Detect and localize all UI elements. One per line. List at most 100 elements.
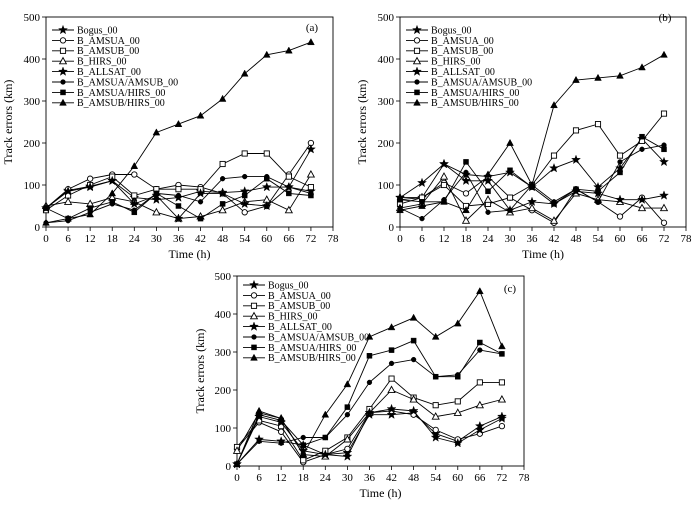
x-tick-label: 18 bbox=[107, 233, 119, 245]
legend-item-bogus-00: Bogus_00 bbox=[406, 24, 472, 36]
data-point-b-amsua-amsub-00 bbox=[595, 199, 601, 205]
data-point-b-amsub-00 bbox=[660, 110, 668, 117]
legend-marker bbox=[59, 37, 67, 44]
data-point-b-hirs-00 bbox=[343, 434, 352, 443]
x-tick-label: 36 bbox=[527, 233, 539, 245]
data-point-b-hirs-00 bbox=[637, 203, 647, 212]
data-point-b-amsub-hirs-00 bbox=[418, 201, 426, 209]
data-point-b-hirs-00 bbox=[409, 394, 418, 403]
y-axis-label: Track errors (km) bbox=[193, 329, 207, 414]
x-tick-label: 12 bbox=[439, 233, 450, 245]
data-point-b-hirs-00 bbox=[232, 446, 242, 454]
data-point-b-amsua-hirs-00 bbox=[410, 337, 417, 344]
data-point-b-amsub-00 bbox=[440, 181, 448, 189]
data-point-b-amsub-hirs-00 bbox=[42, 218, 50, 226]
x-tick-label: 30 bbox=[342, 472, 354, 484]
series-line-b-amsua-00 bbox=[236, 410, 503, 463]
data-point-b-amsub-00 bbox=[263, 150, 270, 157]
data-point-b-amsub-00 bbox=[300, 457, 307, 464]
x-tick-label: 72 bbox=[496, 472, 507, 484]
data-point-b-allsat-00 bbox=[637, 194, 647, 204]
data-point-bogus-00 bbox=[549, 163, 559, 173]
data-point-b-allsat-00 bbox=[305, 144, 316, 154]
data-point-b-amsua-amsub-00 bbox=[175, 192, 182, 199]
data-point-b-amsub-hirs-00 bbox=[277, 414, 285, 422]
data-point-b-amsua-hirs-00 bbox=[397, 196, 403, 203]
data-point-b-allsat-00 bbox=[85, 181, 96, 192]
legend-label: B_AMSUB_00 bbox=[77, 46, 139, 57]
data-point-bogus-00 bbox=[571, 154, 581, 164]
data-point-b-hirs-00 bbox=[497, 394, 507, 403]
x-tick-label: 42 bbox=[386, 472, 397, 484]
data-point-b-amsua-amsub-00 bbox=[617, 159, 623, 165]
data-point-b-amsub-hirs-00 bbox=[660, 50, 668, 58]
data-point-b-amsub-hirs-00 bbox=[108, 189, 117, 197]
data-point-b-allsat-00 bbox=[217, 188, 228, 198]
data-point-b-amsua-amsub-00 bbox=[639, 146, 645, 152]
data-point-b-amsua-00 bbox=[660, 219, 668, 226]
data-point-b-amsub-00 bbox=[219, 160, 226, 168]
data-point-b-amsub-00 bbox=[550, 152, 558, 159]
data-point-b-amsua-amsub-00 bbox=[197, 199, 204, 205]
series-b-hirs-00 bbox=[232, 385, 507, 460]
data-point-b-hirs-00 bbox=[483, 195, 493, 203]
legend-item-b-amsua-hirs-00: B_AMSUA/HIRS_00 bbox=[406, 88, 519, 99]
data-point-b-amsub-00 bbox=[476, 379, 483, 386]
data-point-b-allsat-00 bbox=[386, 403, 397, 414]
legend-label: B_AMSUA_00 bbox=[268, 291, 331, 302]
data-point-b-amsua-hirs-00 bbox=[485, 188, 491, 195]
legend-marker bbox=[414, 79, 420, 85]
data-point-b-amsub-00 bbox=[175, 186, 182, 193]
x-tick-label: 48 bbox=[408, 472, 420, 484]
legend-label: Bogus_00 bbox=[77, 25, 118, 36]
data-point-b-amsub-hirs-00 bbox=[299, 450, 308, 458]
data-point-b-amsua-hirs-00 bbox=[507, 167, 513, 174]
x-tick-label: 30 bbox=[151, 233, 163, 245]
legend-label: B_AMSUB_00 bbox=[431, 46, 493, 57]
x-tick-label: 72 bbox=[305, 233, 316, 245]
x-tick-label: 78 bbox=[681, 233, 693, 245]
data-point-b-hirs-00 bbox=[284, 205, 294, 214]
data-point-b-amsua-00 bbox=[616, 213, 624, 220]
x-tick-label: 60 bbox=[452, 472, 464, 484]
data-point-b-amsub-hirs-00 bbox=[196, 111, 205, 119]
legend-item-b-allsat-00: B_ALLSAT_00 bbox=[243, 321, 332, 333]
legend-item-b-amsua-00: B_AMSUA_00 bbox=[406, 36, 494, 47]
legend-item-b-amsua-amsub-00: B_AMSUA/AMSUB_00 bbox=[52, 77, 178, 88]
data-point-b-amsua-amsub-00 bbox=[388, 360, 395, 367]
data-point-b-amsua-00 bbox=[131, 171, 138, 178]
legend-label: B_ALLSAT_00 bbox=[431, 67, 495, 78]
data-point-b-amsub-hirs-00 bbox=[506, 138, 514, 146]
x-axis-label: Time (h) bbox=[360, 486, 402, 500]
series-bogus-00 bbox=[232, 407, 507, 469]
x-tick-label: 0 bbox=[234, 472, 240, 484]
data-point-b-allsat-00 bbox=[239, 198, 250, 209]
data-point-b-allsat-00 bbox=[659, 190, 669, 200]
data-point-b-amsua-hirs-00 bbox=[499, 351, 505, 357]
data-point-b-amsua-hirs-00 bbox=[264, 175, 270, 182]
series-b-amsua-hirs-00 bbox=[397, 133, 667, 207]
y-tick-label: 300 bbox=[24, 96, 41, 108]
y-tick-label: 100 bbox=[378, 180, 395, 192]
data-point-b-amsua-hirs-00 bbox=[109, 199, 115, 205]
data-point-b-amsub-hirs-00 bbox=[594, 73, 602, 81]
y-tick-label: 0 bbox=[35, 222, 41, 234]
y-tick-label: 300 bbox=[215, 347, 232, 359]
y-tick-label: 400 bbox=[24, 54, 41, 66]
legend-marker bbox=[59, 98, 67, 106]
data-point-b-amsub-00 bbox=[307, 184, 314, 191]
data-point-b-amsub-hirs-00 bbox=[174, 119, 183, 127]
legend-marker bbox=[249, 321, 259, 331]
x-axis-label: Time (h) bbox=[169, 247, 211, 261]
data-point-b-hirs-00 bbox=[659, 203, 669, 212]
plot-frame bbox=[45, 16, 334, 228]
data-point-b-amsua-hirs-00 bbox=[551, 201, 557, 207]
data-point-b-amsua-hirs-00 bbox=[344, 404, 351, 410]
data-point-b-amsub-hirs-00 bbox=[409, 313, 418, 321]
data-point-b-amsua-hirs-00 bbox=[388, 347, 395, 353]
legend-label: B_AMSUB/HIRS_00 bbox=[77, 98, 165, 109]
data-point-b-amsub-00 bbox=[616, 152, 624, 159]
data-point-b-amsua-hirs-00 bbox=[175, 203, 182, 209]
panel-label: (b) bbox=[659, 12, 672, 24]
data-point-b-allsat-00 bbox=[364, 407, 375, 417]
